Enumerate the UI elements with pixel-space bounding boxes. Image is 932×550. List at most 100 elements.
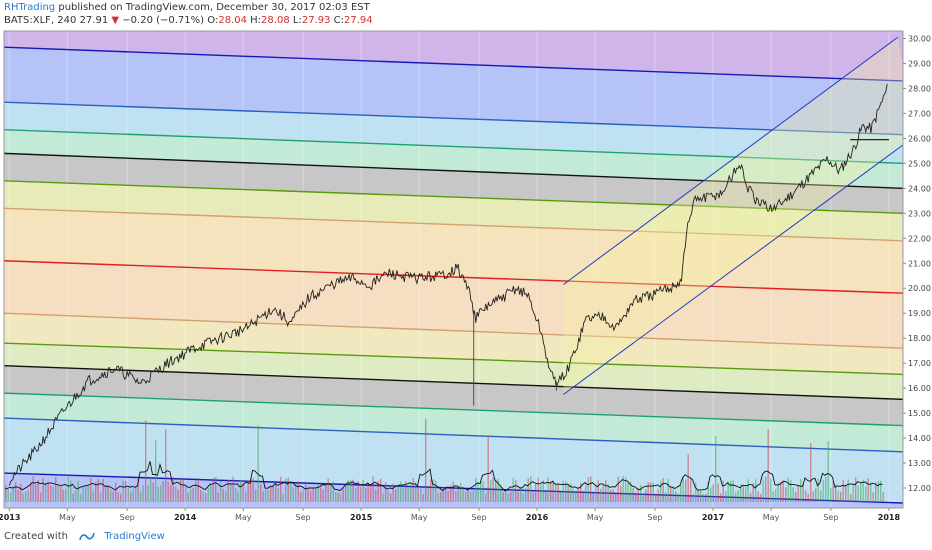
volume-bar: [285, 478, 287, 502]
volume-bar: [562, 481, 564, 502]
volume-bar: [537, 477, 539, 502]
price-tick-label: 20.00: [908, 284, 931, 293]
volume-bar: [617, 476, 619, 502]
volume-bar: [362, 479, 364, 502]
time-tick-label: 2018: [878, 513, 901, 522]
volume-bar: [227, 479, 229, 502]
volume-bar: [467, 489, 469, 502]
volume-bar: [140, 491, 142, 502]
volume-bar: [205, 493, 207, 502]
volume-bar: [820, 490, 822, 502]
volume-bar: [62, 489, 64, 502]
volume-bar: [65, 489, 67, 502]
volume-bar: [572, 488, 574, 502]
volume-bar: [20, 483, 22, 502]
volume-bar: [765, 476, 767, 502]
volume-bar: [260, 484, 262, 502]
volume-bar: [82, 486, 84, 502]
volume-bar: [92, 491, 94, 502]
volume-bar: [242, 483, 244, 502]
volume-bar: [812, 491, 814, 502]
volume-bar: [427, 487, 429, 502]
price-tick-label: 17.00: [908, 359, 931, 368]
volume-bar: [730, 480, 732, 502]
price-tick-label: 21.00: [908, 259, 931, 268]
volume-bar: [772, 491, 774, 502]
author-link[interactable]: RHTrading: [4, 2, 56, 13]
volume-bar: [167, 481, 169, 502]
volume-bar: [442, 487, 444, 502]
volume-bar: [507, 493, 509, 502]
volume-bar: [72, 493, 74, 502]
volume-bar: [535, 483, 537, 502]
volume-bar: [777, 482, 779, 502]
volume-bar: [795, 491, 797, 502]
volume-bar: [345, 486, 347, 502]
volume-bar: [660, 480, 662, 502]
volume-bar: [672, 486, 674, 502]
volume-bar: [162, 481, 164, 502]
volume-bar: [682, 477, 684, 502]
volume-bar: [125, 481, 127, 502]
price-tick-label: 24.00: [908, 184, 931, 193]
volume-bar: [490, 479, 492, 502]
volume-bar: [100, 492, 102, 502]
volume-bar: [712, 484, 714, 502]
time-tick-label: Sep: [647, 513, 662, 522]
volume-bar: [257, 425, 259, 502]
volume-bar: [470, 491, 472, 502]
volume-bar: [77, 480, 79, 502]
volume-bar: [237, 491, 239, 502]
volume-bar: [275, 482, 277, 502]
fib-zone: [4, 208, 903, 294]
volume-bar: [810, 443, 812, 502]
volume-bar: [570, 483, 572, 502]
price-tick-label: 26.00: [908, 134, 931, 143]
price-tick-label: 14.00: [908, 434, 931, 443]
volume-bar: [342, 488, 344, 502]
volume-bar: [212, 478, 214, 502]
volume-bar: [487, 435, 489, 502]
time-tick-label: 2014: [174, 513, 197, 522]
price-tick-label: 25.00: [908, 159, 931, 168]
volume-bar: [37, 480, 39, 502]
open-label: O:: [207, 15, 219, 26]
volume-bar: [750, 492, 752, 502]
volume-bar: [350, 480, 352, 502]
volume-bar: [52, 486, 54, 502]
volume-bar: [420, 488, 422, 502]
volume-bar: [450, 485, 452, 502]
volume-bar: [687, 454, 689, 502]
volume-bar: [550, 481, 552, 502]
volume-bar: [515, 480, 517, 502]
volume-bar: [322, 489, 324, 502]
volume-bar: [865, 486, 867, 502]
volume-bar: [327, 478, 329, 502]
volume-bar: [252, 478, 254, 502]
volume-bar: [317, 484, 319, 502]
volume-bar: [417, 487, 419, 502]
volume-bar: [877, 481, 879, 502]
volume-bar: [272, 485, 274, 502]
volume-bar: [882, 491, 884, 502]
tradingview-link[interactable]: TradingView: [104, 531, 165, 542]
volume-bar: [605, 480, 607, 502]
fib-line-0_382: [4, 128, 903, 165]
volume-bar: [137, 477, 139, 502]
down-arrow-icon: ▼: [111, 15, 120, 26]
volume-bar: [460, 483, 462, 502]
volume-bar: [627, 481, 629, 502]
volume-bar: [435, 480, 437, 502]
volume-bar: [155, 440, 157, 502]
volume-bar: [837, 490, 839, 502]
volume-bar: [120, 493, 122, 502]
volume-bar: [265, 489, 267, 502]
volume-bar: [392, 483, 394, 502]
volume-bar: [597, 480, 599, 502]
volume-bar: [492, 477, 494, 502]
volume-bar: [412, 477, 414, 502]
volume-bar: [640, 484, 642, 502]
volume-bar: [695, 482, 697, 502]
fib-zone: [4, 102, 903, 164]
